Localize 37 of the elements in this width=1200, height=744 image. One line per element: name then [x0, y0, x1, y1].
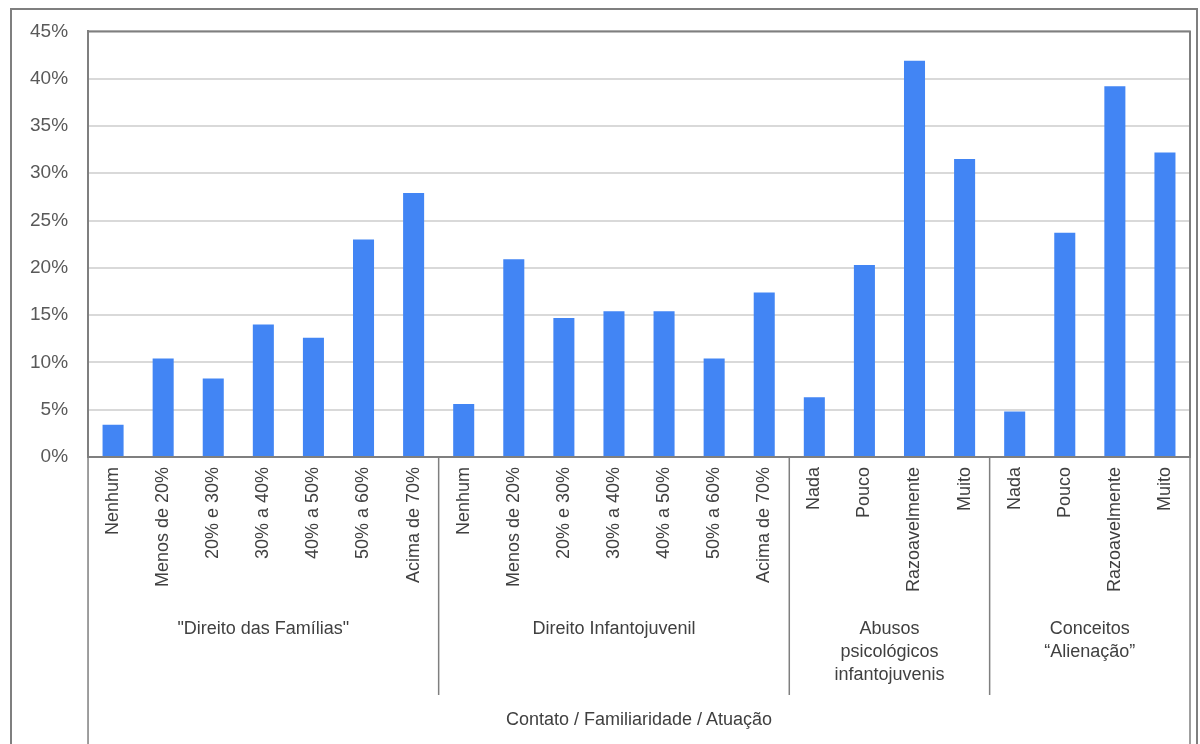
x-tick-label: Menos de 20% — [152, 466, 173, 588]
x-tick-label: 50% a 60% — [352, 466, 373, 560]
text: Direito Infantojuvenil — [532, 617, 696, 638]
x-tick-label: 40% a 50% — [302, 466, 323, 560]
x-tick-label: Nada — [803, 465, 824, 510]
x-tick-label: Nenhum — [452, 466, 473, 535]
y-tick-label: 20% — [30, 256, 69, 278]
y-tick-label: 25% — [30, 208, 69, 230]
x-tick-label: Menos de 20% — [502, 466, 523, 588]
x-tick-label: Muito — [1153, 466, 1174, 511]
x-tick-label: 20% e 30% — [202, 466, 223, 560]
y-tick-label: 10% — [30, 350, 69, 372]
text: Conceitos “Alienação” — [1044, 617, 1136, 661]
x-tick-label: 20% e 30% — [552, 466, 573, 560]
y-tick-label: 30% — [30, 161, 69, 183]
y-tick-label: 45% — [30, 19, 69, 41]
text: Contato / Familiaridade / Atuação — [505, 708, 773, 729]
y-tick-label: 15% — [30, 303, 69, 325]
x-tick-label: Pouco — [853, 466, 874, 518]
y-tick-label: 40% — [30, 66, 69, 88]
text: "Direito das Famílias" — [177, 617, 350, 638]
x-tick-label: Acima de 70% — [402, 466, 423, 583]
x-tick-label: 30% a 40% — [602, 466, 623, 560]
x-tick-label: Pouco — [1053, 466, 1074, 518]
x-tick-label: Razoavelmente — [1103, 466, 1124, 593]
y-tick-label: 0% — [40, 445, 69, 467]
x-tick-label: 30% a 40% — [252, 466, 273, 560]
x-tick-label: 40% a 50% — [653, 466, 674, 560]
x-tick-label: Nada — [1003, 465, 1024, 510]
y-tick-label: 35% — [30, 114, 69, 136]
text: Abusos psicológicos infantojuvenis — [834, 617, 945, 684]
x-tick-label: 50% a 60% — [703, 466, 724, 560]
x-tick-label: Muito — [953, 466, 974, 511]
x-tick-label: Acima de 70% — [753, 466, 774, 583]
x-tick-label: Nenhum — [102, 466, 123, 535]
x-tick-label: Razoavelmente — [903, 466, 924, 593]
y-tick-label: 5% — [40, 397, 69, 419]
